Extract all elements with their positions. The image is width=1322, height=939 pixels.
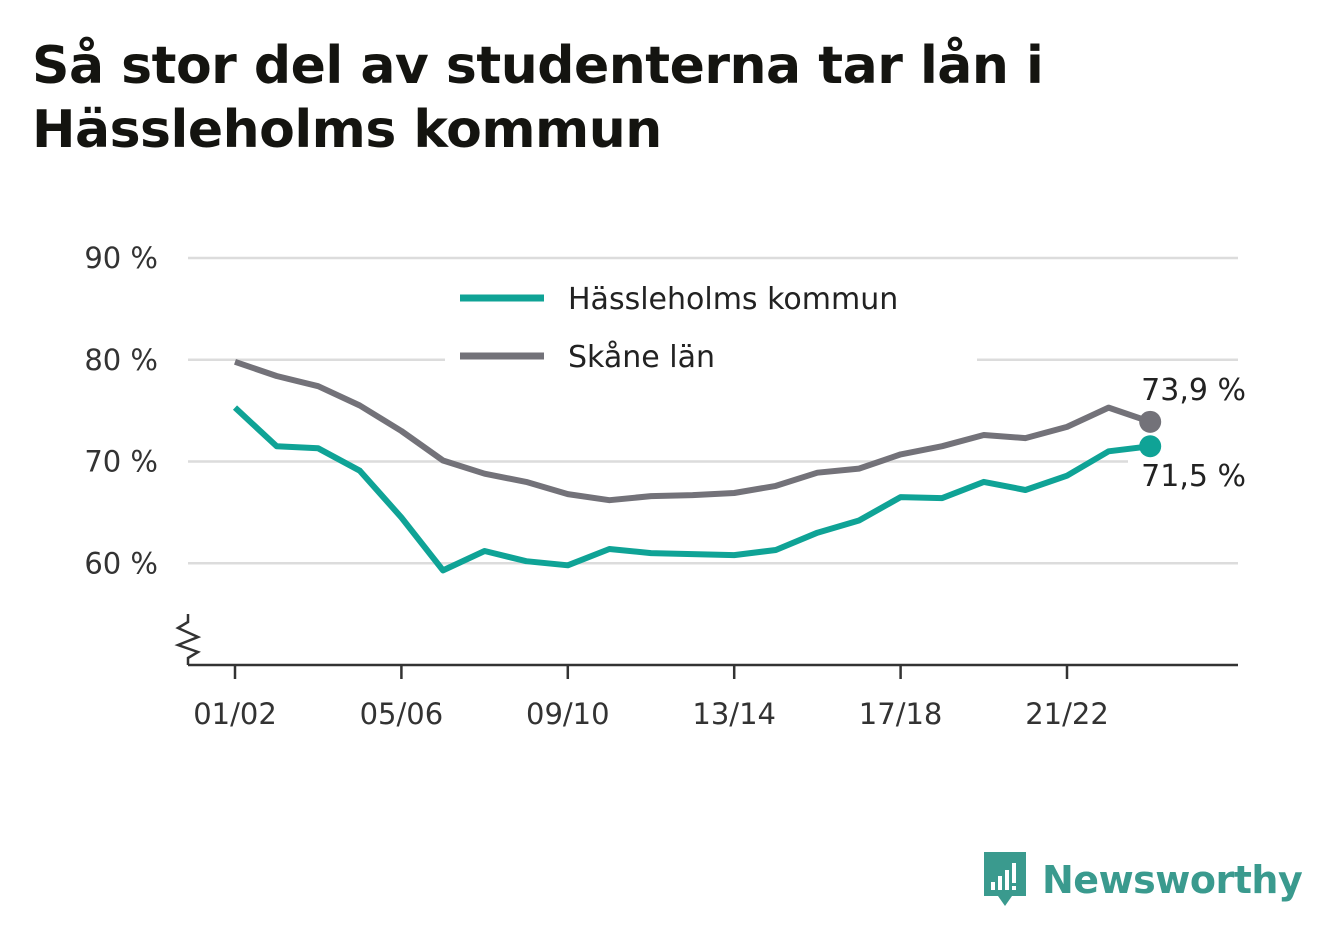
newsworthy-logo-icon — [984, 852, 1026, 906]
end-point — [1139, 410, 1162, 433]
chart-title: Så stor del av studenterna tar lån i Häs… — [32, 36, 1044, 160]
series-lines — [232, 358, 1152, 574]
x-tick-label: 13/14 — [692, 697, 776, 731]
end-label-background — [1128, 369, 1246, 410]
y-tick-label: 70 % — [84, 445, 158, 479]
end-markers: 71,5 % 73,9 % — [1128, 369, 1246, 497]
legend-label: Skåne län — [568, 340, 715, 375]
series-line — [232, 405, 1151, 574]
legend-background — [445, 268, 977, 386]
x-axis: 01/02 05/06 09/10 13/14 17/18 21/22 — [188, 663, 1238, 731]
end-label: 73,9 % — [1141, 373, 1246, 408]
end-label-background — [1128, 456, 1246, 497]
x-tick-label: 09/10 — [526, 697, 610, 731]
x-tick-label: 01/02 — [193, 697, 277, 731]
x-tick-label: 17/18 — [859, 697, 943, 731]
y-tick-label: 80 % — [84, 343, 158, 377]
y-tick-label: 60 % — [84, 546, 158, 580]
end-point — [1139, 435, 1162, 458]
legend-label: Hässleholms kommun — [568, 282, 898, 317]
y-tick-label: 90 % — [84, 241, 158, 275]
axis-break-icon — [174, 614, 202, 665]
x-tick-label: 21/22 — [1025, 697, 1109, 731]
y-axis: 60 % 70 % 80 % 90 % — [84, 241, 202, 665]
brand-name: Newsworthy — [1042, 858, 1303, 902]
x-tick-label: 05/06 — [360, 697, 444, 731]
end-label: 71,5 % — [1141, 459, 1246, 494]
brand-logo: Newsworthy — [980, 848, 1303, 912]
series-line — [234, 358, 1152, 504]
line-chart: 60 % 70 % 80 % 90 % 01/02 05/06 09/10 13/14 17/… — [84, 241, 1246, 731]
legend: Hässleholms kommun Skåne län — [445, 268, 977, 386]
